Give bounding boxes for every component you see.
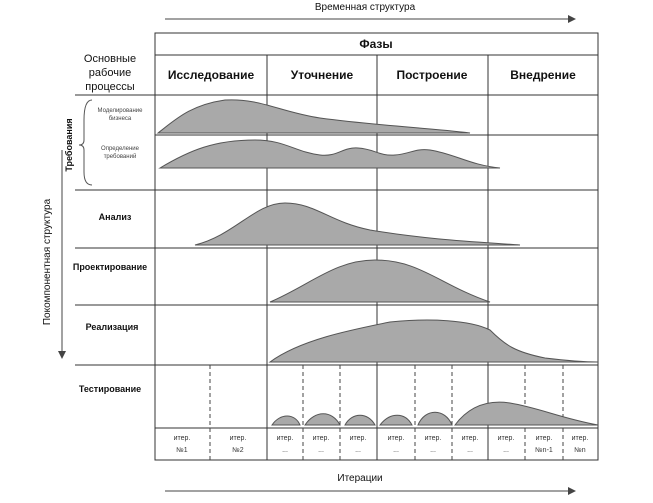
iteration: №n-1 — [535, 447, 553, 454]
workflow: Тестирование — [79, 384, 141, 394]
iteration: ... — [430, 447, 436, 454]
iteration: ... — [318, 447, 324, 454]
iteration: итер. — [462, 435, 479, 442]
iteration: итер. — [498, 435, 515, 442]
humps — [156, 99, 599, 426]
structure-axis-label: Покомпонентная структура — [42, 198, 53, 325]
iteration: итер. — [277, 435, 294, 442]
iteration: ... — [393, 447, 399, 454]
sub-workflow: требований — [104, 153, 137, 160]
iterations: итер. №1 итер. №2 итер.... итер.... итер..… — [174, 435, 589, 454]
iteration: ... — [282, 447, 288, 454]
iteration: итер. — [230, 435, 247, 442]
phase: Уточнение — [291, 68, 354, 82]
phases-header: Фазы — [359, 37, 392, 51]
iteration: №2 — [232, 447, 244, 454]
iterations-axis-label: Итерации — [337, 473, 382, 484]
iteration: №1 — [176, 447, 188, 454]
iteration: ... — [503, 447, 509, 454]
iteration: итер. — [388, 435, 405, 442]
iteration: итер. — [572, 435, 589, 442]
workflow: Анализ — [99, 212, 132, 222]
workflow: Реализация — [86, 322, 139, 332]
workflows-header: процессы — [85, 81, 134, 93]
sub-workflow: Моделирование — [98, 108, 144, 114]
iteration: итер. — [350, 435, 367, 442]
iteration: итер. — [425, 435, 442, 442]
iteration: итер. — [174, 435, 191, 442]
workflows-header: Основные — [84, 53, 136, 65]
phase: Внедрение — [510, 68, 576, 82]
sub-workflow: Определение — [101, 146, 140, 152]
workflow: Требования — [64, 118, 74, 171]
phase: Построение — [397, 68, 468, 82]
iteration: итер. — [536, 435, 553, 442]
iteration: ... — [467, 447, 473, 454]
brace — [78, 99, 93, 186]
workflow: Проектирование — [73, 262, 147, 272]
workflows-header: рабочие — [89, 67, 131, 79]
time-axis-label: Временная структура — [315, 2, 416, 13]
iteration: итер. — [313, 435, 330, 442]
sub-workflow: бизнеса — [109, 116, 132, 122]
iteration: №n — [574, 447, 586, 454]
grid — [75, 32, 599, 461]
phase: Исследование — [168, 68, 255, 82]
iteration: ... — [355, 447, 361, 454]
